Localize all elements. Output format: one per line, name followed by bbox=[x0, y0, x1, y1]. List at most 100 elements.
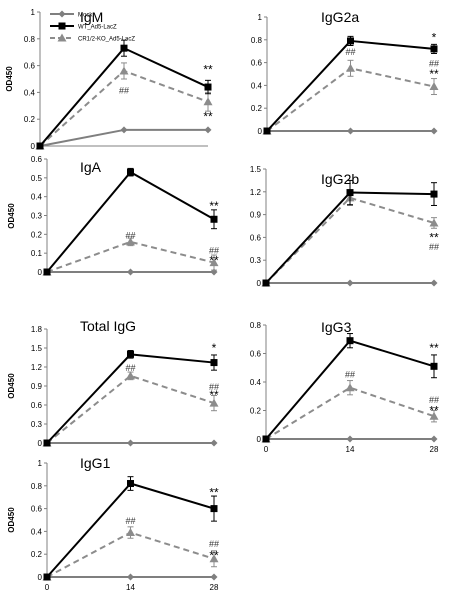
data-point bbox=[204, 83, 212, 91]
y-tick-label: 0.4 bbox=[251, 81, 263, 90]
significance-annotation: ## bbox=[125, 230, 135, 240]
significance-annotation: ## bbox=[429, 242, 439, 252]
y-tick-label: 1.5 bbox=[31, 344, 43, 353]
y-tick-label: 1.2 bbox=[250, 188, 262, 197]
series-line bbox=[265, 386, 435, 440]
data-point bbox=[346, 435, 354, 443]
series-mock bbox=[43, 268, 218, 276]
data-point bbox=[346, 337, 354, 345]
data-point bbox=[127, 350, 134, 358]
y-tick-label: 0.4 bbox=[250, 378, 262, 387]
significance-annotation: ** bbox=[209, 254, 219, 268]
y-tick-label: 0.6 bbox=[31, 155, 43, 164]
y-tick-label: 0.9 bbox=[250, 211, 262, 220]
series-wt-ad5-lacz bbox=[262, 333, 438, 443]
legend-entry: WT_Ad5-LacZ bbox=[50, 22, 117, 31]
legend-entry: CR1/2-KO_Ad5-LacZ bbox=[50, 33, 135, 43]
significance-annotation: ## bbox=[209, 539, 219, 549]
significance-annotation: ## bbox=[345, 369, 355, 379]
data-point bbox=[347, 127, 354, 135]
significance-annotation: ## bbox=[209, 245, 219, 255]
y-tick-label: 0.6 bbox=[31, 401, 43, 410]
data-point bbox=[126, 371, 135, 380]
data-point bbox=[210, 573, 218, 581]
data-point bbox=[430, 45, 438, 53]
data-point bbox=[127, 439, 134, 447]
y-tick-label: 0 bbox=[38, 268, 43, 277]
y-tick-label: 1.8 bbox=[31, 325, 43, 334]
significance-annotation: ** bbox=[203, 110, 213, 124]
series-wt-ad5-lacz bbox=[43, 350, 218, 447]
data-point bbox=[262, 435, 270, 443]
y-tick-label: 0.8 bbox=[250, 321, 262, 330]
y-tick-label: 0.2 bbox=[250, 407, 262, 416]
x-tick-label: 28 bbox=[210, 583, 219, 592]
significance-annotation: ## bbox=[429, 59, 439, 69]
y-tick-label: 0.6 bbox=[251, 59, 263, 68]
y-tick-label: 0.8 bbox=[251, 36, 263, 45]
data-point bbox=[119, 66, 129, 75]
data-point bbox=[430, 362, 438, 370]
chart-panel-1: 0 0.2 0.4 0.6 0.8 1 IgM OD450 ## ** ** bbox=[5, 8, 213, 151]
data-point bbox=[127, 480, 134, 488]
data-point bbox=[262, 279, 270, 287]
data-point bbox=[430, 279, 438, 287]
y-axis-label: OD450 bbox=[7, 203, 16, 229]
data-point bbox=[346, 189, 354, 197]
data-point bbox=[127, 573, 134, 581]
legend-entry: Mock bbox=[50, 10, 93, 19]
x-tick-label: 14 bbox=[126, 583, 135, 592]
chart-title: IgA bbox=[80, 159, 102, 175]
y-tick-label: 0.1 bbox=[31, 249, 43, 258]
y-tick-label: 1 bbox=[31, 8, 36, 17]
data-point bbox=[203, 97, 213, 106]
significance-annotation: ## bbox=[125, 516, 135, 526]
y-tick-label: 0 bbox=[38, 573, 43, 582]
data-point bbox=[209, 258, 219, 267]
significance-annotation: ** bbox=[209, 486, 219, 500]
data-point bbox=[43, 573, 51, 581]
y-tick-label: 0.2 bbox=[251, 104, 263, 113]
chart-title: IgG2a bbox=[321, 9, 359, 25]
y-axis-label: OD450 bbox=[5, 66, 14, 92]
data-point bbox=[346, 279, 354, 287]
series-mock bbox=[262, 435, 438, 443]
legend-marker bbox=[58, 22, 66, 30]
data-point bbox=[430, 435, 438, 443]
significance-annotation: ## bbox=[209, 382, 219, 392]
legend: Mock WT_Ad5-LacZ CR1/2-KO_Ad5-LacZ bbox=[50, 10, 135, 43]
x-tick-label: 28 bbox=[430, 445, 439, 454]
data-point bbox=[263, 127, 271, 135]
y-tick-label: 1.5 bbox=[250, 165, 262, 174]
significance-annotation: ** bbox=[429, 341, 439, 355]
y-tick-label: 0.5 bbox=[31, 174, 43, 183]
y-tick-label: 0 bbox=[257, 279, 262, 288]
significance-annotation: ## bbox=[119, 86, 129, 96]
data-point bbox=[209, 554, 219, 563]
series-wt-ad5-lacz bbox=[43, 167, 218, 276]
data-point bbox=[210, 215, 218, 223]
significance-annotation: * bbox=[432, 31, 437, 45]
series-wt-ad5-lacz bbox=[36, 39, 212, 150]
data-point bbox=[210, 439, 218, 447]
significance-annotation: ## bbox=[345, 47, 355, 57]
significance-annotation: ## bbox=[429, 395, 439, 405]
legend-label: Mock bbox=[78, 13, 93, 19]
x-tick-label: 14 bbox=[346, 445, 355, 454]
y-tick-label: 0.2 bbox=[24, 115, 36, 124]
series-line bbox=[266, 67, 435, 132]
chart-panel-2: 00.20.40.60.81 IgG2a##*##** bbox=[251, 9, 439, 136]
y-axis-label: OD450 bbox=[7, 373, 16, 399]
series-wt-ad5-lacz bbox=[43, 476, 218, 581]
y-tick-label: 0.3 bbox=[31, 212, 43, 221]
data-point bbox=[43, 439, 51, 447]
data-point bbox=[210, 505, 218, 513]
data-point bbox=[209, 398, 219, 407]
y-tick-label: 0 bbox=[258, 127, 263, 136]
y-tick-label: 0.3 bbox=[250, 256, 262, 265]
